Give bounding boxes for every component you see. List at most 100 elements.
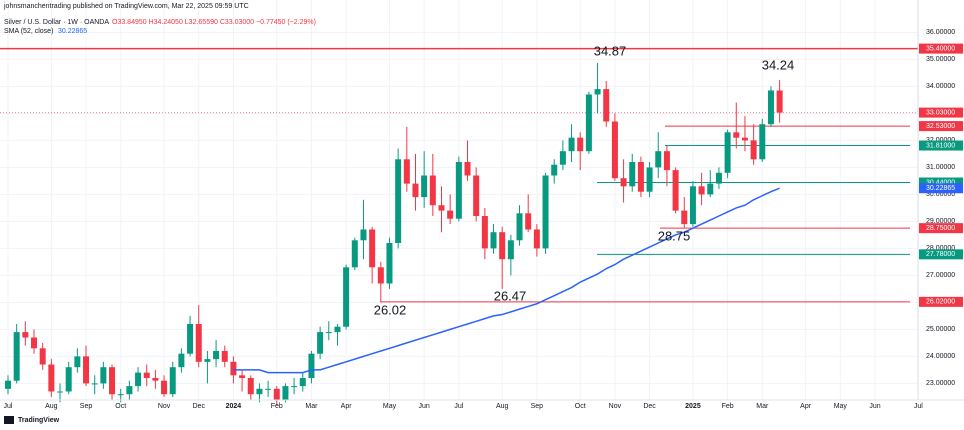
candle-body [724,132,731,173]
candle-body [707,183,714,195]
y-tick-label: 23.00000 [926,380,955,387]
x-tick-label: Sep [80,403,93,410]
candle-body [403,159,410,184]
y-tick-label: 29.00000 [926,218,955,225]
annotations: 34.87 34.24 28.75 26.02 26.47 [374,43,795,317]
ohlc: O33.84950 H34.24050 L32.65590 C33.03000 … [112,19,316,26]
candle-body [334,326,341,333]
candle-body [273,388,280,400]
candle-body [481,216,488,249]
level-label-box [919,249,963,260]
candle-body [577,137,584,152]
candle-body [603,89,610,122]
candle-body [568,137,575,152]
candle-body [499,232,506,260]
x-tick-label: Aug [496,403,509,410]
sma-legend-value: 30.22865 [58,28,87,35]
candle-body [681,210,688,225]
level-label-box [919,140,963,151]
x-tick-label: May [383,403,397,410]
candle-body [230,361,237,376]
candle-body [57,391,64,393]
candle-body [31,337,38,349]
candle-body [750,140,757,160]
level-label-box [919,107,963,118]
candle-body [776,90,783,113]
candle-body [83,356,90,384]
y-tick-label: 36.00000 [926,29,955,36]
level-label-box [919,43,963,54]
candle-body [74,356,81,368]
x-tick-label: Jun [419,403,430,410]
level-label-box [919,177,963,188]
y-tick-label: 24.00000 [926,353,955,360]
annotation: 28.75 [658,228,691,243]
candle-body [490,232,497,249]
x-tick-label: Jul [454,403,463,410]
candle-body [48,364,55,392]
candle-body [767,90,774,125]
y-tick-label: 25.00000 [926,326,955,333]
candle-body [733,132,740,138]
candle-body [637,162,644,192]
brand: TradingView [18,417,60,424]
level-label: 33.03000 [926,109,955,116]
y-tick-label: 30.00000 [926,191,955,198]
candle-body [473,175,480,216]
level-label: 30.22865 [926,185,955,192]
x-tick-label: Jul [4,403,13,410]
x-tick-label: 2024 [226,403,242,410]
candle-body [13,332,20,381]
annotation: 34.24 [762,57,795,72]
candle-body [100,367,107,384]
x-tick-label: Apr [341,403,353,410]
candle-body [39,348,46,365]
candle-body [169,367,176,395]
candle-body [325,332,332,334]
candle-body [611,121,618,179]
candle-body [256,388,263,395]
level-label-box [919,223,963,234]
publisher: johnsmanchentrading published on Trading… [3,3,249,10]
candle-body [239,375,246,378]
candle-body [152,378,159,381]
candle-body [620,178,627,187]
level-label: 30.44000 [926,179,955,186]
candle-body [429,175,436,206]
candle-body [135,372,142,387]
candle-body [317,332,324,354]
candle-body [204,359,211,362]
candle-body [117,394,124,396]
x-tick-label: Apr [800,403,812,410]
candle-body [308,353,315,378]
candles [5,62,783,405]
candle-body [698,186,705,195]
y-tick-label: 34.00000 [926,83,955,90]
candle-body [213,351,220,360]
x-tick-label: Mar [756,403,769,410]
brand-logo [4,416,14,424]
candle-body [343,267,350,327]
candle-body [395,159,402,243]
candle-body [759,124,766,160]
level-label: 35.40000 [926,45,955,52]
x-tick-label: Nov [609,403,622,410]
annotation: 26.47 [494,288,527,303]
level-label-box [919,183,963,194]
candle-body [672,170,679,211]
x-tick-label: Jul [914,403,923,410]
candle-body [22,332,29,338]
candle-body [464,162,471,176]
x-tick-label: Oct [575,403,586,410]
candle-body [533,229,540,249]
candle-body [447,210,454,219]
x-tick-label: Feb [722,403,734,410]
candle-body [91,383,98,385]
x-tick-label: Feb [271,403,283,410]
candle-body [247,378,254,395]
candle-body [542,175,549,249]
y-tick-label: 35.00000 [926,56,955,63]
candle-body [585,94,592,152]
level-label-box [919,121,963,132]
